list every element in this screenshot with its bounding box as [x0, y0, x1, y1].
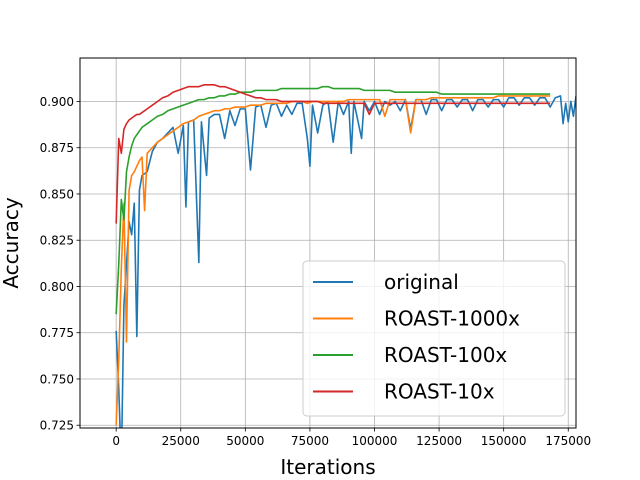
- legend-label-roast-10x: ROAST-10x: [384, 380, 495, 404]
- x-tick-label: 175000: [545, 434, 591, 448]
- y-tick-label: 0.850: [40, 187, 74, 201]
- series-line-roast-100x: [115, 85, 551, 315]
- y-tick-label: 0.775: [40, 326, 74, 340]
- y-tick-label: 0.725: [40, 419, 74, 433]
- legend-label-roast-1000x: ROAST-1000x: [384, 307, 520, 331]
- y-tick-label: 0.900: [40, 95, 74, 109]
- axis-ticks: 0 25000 50000 75000 100000 125000 150000 175000…: [40, 95, 592, 448]
- legend-frame: [302, 260, 566, 417]
- y-axis-label: Accuracy: [0, 197, 23, 288]
- y-tick-label: 0.800: [40, 280, 74, 294]
- series-line-roast-10x: [115, 84, 551, 224]
- series-lines: [115, 84, 576, 428]
- x-tick-label: 50000: [226, 434, 264, 448]
- x-tick-label: 75000: [291, 434, 329, 448]
- x-tick-label: 100000: [352, 434, 398, 448]
- series-line-original: [115, 95, 576, 428]
- legend-label-original: original: [384, 270, 459, 294]
- y-tick-label: 0.750: [40, 372, 74, 386]
- legend: original ROAST-1000x ROAST-100x ROAST-10x: [302, 260, 566, 417]
- x-tick-label: 125000: [416, 434, 462, 448]
- legend-label-roast-100x: ROAST-100x: [384, 343, 507, 367]
- x-tick-label: 150000: [481, 434, 527, 448]
- y-tick-label: 0.875: [40, 141, 74, 155]
- x-axis-label: Iterations: [280, 455, 375, 479]
- x-tick-label: 25000: [162, 434, 200, 448]
- plot-frame: [79, 57, 577, 429]
- x-tick-label: 0: [112, 434, 120, 448]
- y-tick-label: 0.825: [40, 234, 74, 248]
